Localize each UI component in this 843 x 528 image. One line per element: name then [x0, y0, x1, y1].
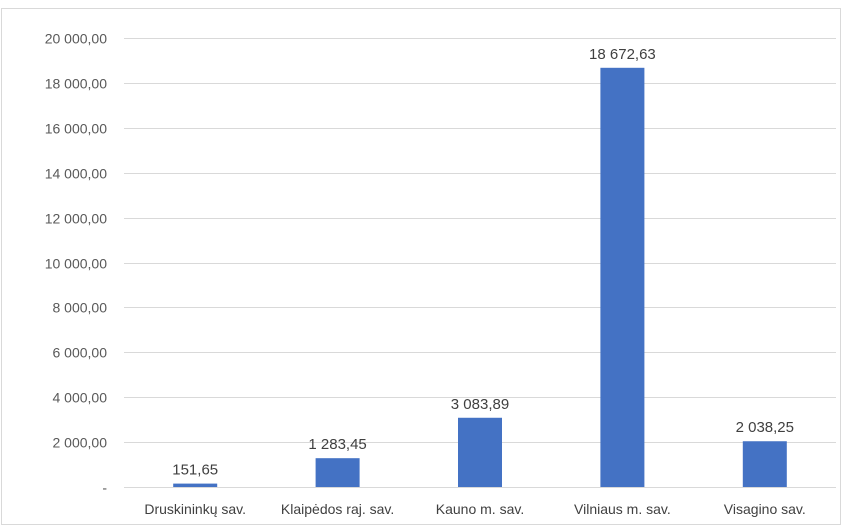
y-tick-label: 10 000,00: [45, 256, 107, 272]
y-tick-label: 6 000,00: [53, 345, 108, 361]
data-labels: 151,65 1 283,45 3 083,89 18 672,63 2 038,25: [172, 46, 794, 479]
chart-frame: [1, 8, 841, 525]
y-tick-label: 4 000,00: [53, 390, 108, 406]
bar: [173, 483, 218, 487]
category-labels: Druskininkų sav. Klaipėdos raj. sav. Kauno…: [144, 501, 805, 517]
bar: [742, 441, 787, 487]
gridlines: [124, 38, 836, 488]
y-tick-label: 8 000,00: [53, 300, 108, 316]
y-tick-label: 16 000,00: [45, 121, 107, 137]
category-label: Kauno m. sav.: [436, 501, 524, 517]
data-label: 18 672,63: [589, 46, 656, 63]
y-tick-label: 18 000,00: [45, 76, 107, 92]
data-label: 2 038,25: [736, 419, 794, 436]
bar: [315, 458, 360, 487]
category-label: Druskininkų sav.: [144, 501, 246, 517]
y-tick-label: 20 000,00: [45, 31, 107, 47]
y-tick-label: 14 000,00: [45, 166, 107, 182]
category-label: Visagino sav.: [724, 501, 806, 517]
data-label: 151,65: [172, 462, 218, 479]
category-label: Vilniaus m. sav.: [574, 501, 671, 517]
bars: [173, 67, 787, 488]
data-label: 1 283,45: [308, 436, 366, 453]
bar: [458, 417, 502, 487]
y-axis-tick-labels: - 2 000,00 4 000,00 6 000,00 8 000,00 10 000,…: [45, 31, 108, 496]
y-tick-label: 12 000,00: [45, 211, 107, 227]
y-tick-label: -: [102, 480, 107, 496]
bar: [600, 67, 645, 488]
y-tick-label: 2 000,00: [53, 435, 108, 451]
category-label: Klaipėdos raj. sav.: [281, 501, 394, 517]
data-label: 3 083,89: [451, 396, 509, 413]
